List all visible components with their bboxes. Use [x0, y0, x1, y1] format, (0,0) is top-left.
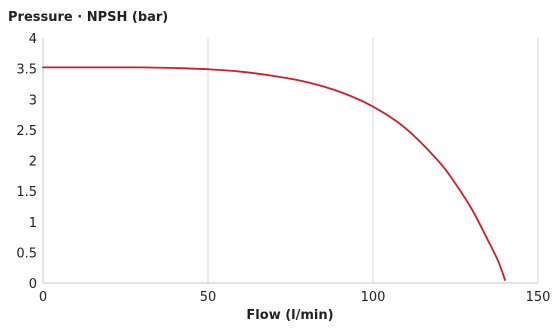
grid-layer [42, 38, 539, 283]
y-tick-label-3: 1.5 [16, 185, 37, 200]
y-tick-label-4: 2 [29, 155, 37, 170]
series-layer [42, 66, 506, 281]
axis-layer [42, 38, 538, 284]
x-tick-label-0: 0 [39, 290, 47, 305]
x-axis-label: Flow (l/min) [246, 308, 333, 323]
series-line-0 [42, 66, 506, 281]
y-tick-label-6: 3 [29, 93, 37, 108]
x-tick-label-2: 100 [361, 290, 386, 305]
y-tick-label-1: 0.5 [16, 246, 37, 261]
y-tick-label-8: 4 [29, 32, 37, 47]
x-tick-label-1: 50 [200, 290, 217, 305]
y-tick-label-0: 0 [29, 277, 37, 292]
y-tick-label-5: 2.5 [16, 124, 37, 139]
chart-title: Pressure · NPSH (bar) [8, 10, 168, 25]
y-tick-label-2: 1 [29, 216, 37, 231]
tick-layer: 0 0.5 1 1.5 2 2.5 3 3.5 4 0 50 100 150 [16, 32, 550, 305]
x-tick-label-3: 150 [526, 290, 551, 305]
y-tick-label-7: 3.5 [16, 63, 37, 78]
